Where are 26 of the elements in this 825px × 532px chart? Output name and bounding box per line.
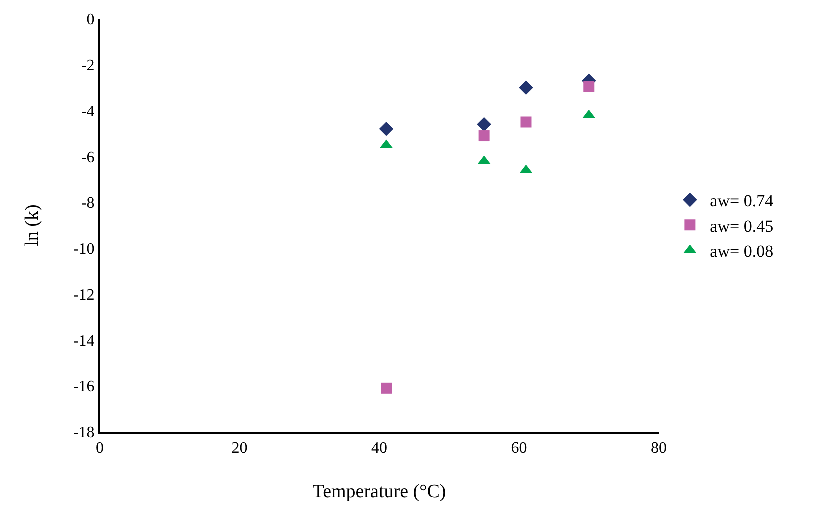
legend-label: aw= 0.45 [710, 216, 774, 236]
point [520, 116, 532, 128]
point [380, 382, 392, 394]
y-tick-label: -6 [81, 149, 95, 166]
x-tick-label: 60 [511, 440, 528, 458]
y-tick-label: -4 [81, 103, 95, 120]
x-axis-title: Temperature (°C) [312, 482, 446, 502]
point [477, 117, 492, 132]
point [584, 81, 595, 92]
y-axis-title: ln (k) [22, 204, 43, 246]
y-tick-label: -12 [73, 286, 95, 304]
y-tick-label: -18 [73, 424, 95, 442]
x-tick-label: 40 [372, 440, 388, 458]
x-tick-label: 80 [651, 440, 667, 458]
y-tick-label: -8 [81, 195, 95, 212]
y-tick-label: 0 [86, 12, 95, 29]
point [519, 80, 534, 95]
y-tick-label: -16 [73, 378, 95, 396]
y-tick-label: -10 [73, 241, 95, 258]
point [379, 122, 394, 136]
point [478, 130, 490, 142]
y-tick-label: -2 [81, 57, 95, 74]
legend-label: aw= 0.08 [710, 242, 774, 261]
legend-label: aw= 0.74 [710, 192, 774, 211]
y-tick-label: -14 [73, 332, 95, 350]
x-tick-label: 20 [232, 440, 248, 458]
